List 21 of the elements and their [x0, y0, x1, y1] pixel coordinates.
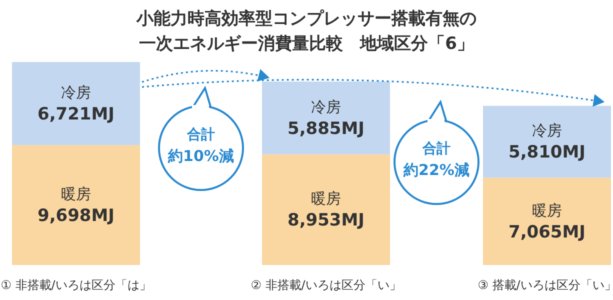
text: 冷房	[311, 98, 341, 116]
title: 一次エネルギー消費量比較 地域区分「6」	[139, 34, 474, 54]
category: ① 非搭載/いろは区分「は」	[0, 278, 152, 292]
annotation: 約10%減	[167, 147, 234, 165]
series-label: 暖房	[532, 201, 562, 220]
category: ③ 搭載/いろは区分「い」	[478, 278, 613, 292]
data-label: 8,953MJ	[287, 210, 365, 231]
category: ② 非搭載/いろは区分「い」	[250, 278, 402, 292]
series-label: 冷房	[532, 122, 562, 140]
data-label: 6,721MJ	[37, 104, 115, 125]
data-label: 7,065MJ	[508, 222, 586, 242]
data-label: 5,810MJ	[508, 142, 586, 163]
text: 暖房	[61, 185, 91, 204]
text: 冷房	[61, 84, 91, 102]
annotation: 合計	[422, 141, 450, 157]
data-label: 9,698MJ	[37, 206, 115, 226]
annotation: 合計	[186, 127, 215, 143]
title: 小能力時高効率型コンプレッサー搭載有無の	[136, 9, 476, 29]
text: 暖房	[311, 190, 341, 208]
annotation: 約22%減	[402, 161, 470, 179]
data-label: 5,885MJ	[287, 118, 365, 139]
